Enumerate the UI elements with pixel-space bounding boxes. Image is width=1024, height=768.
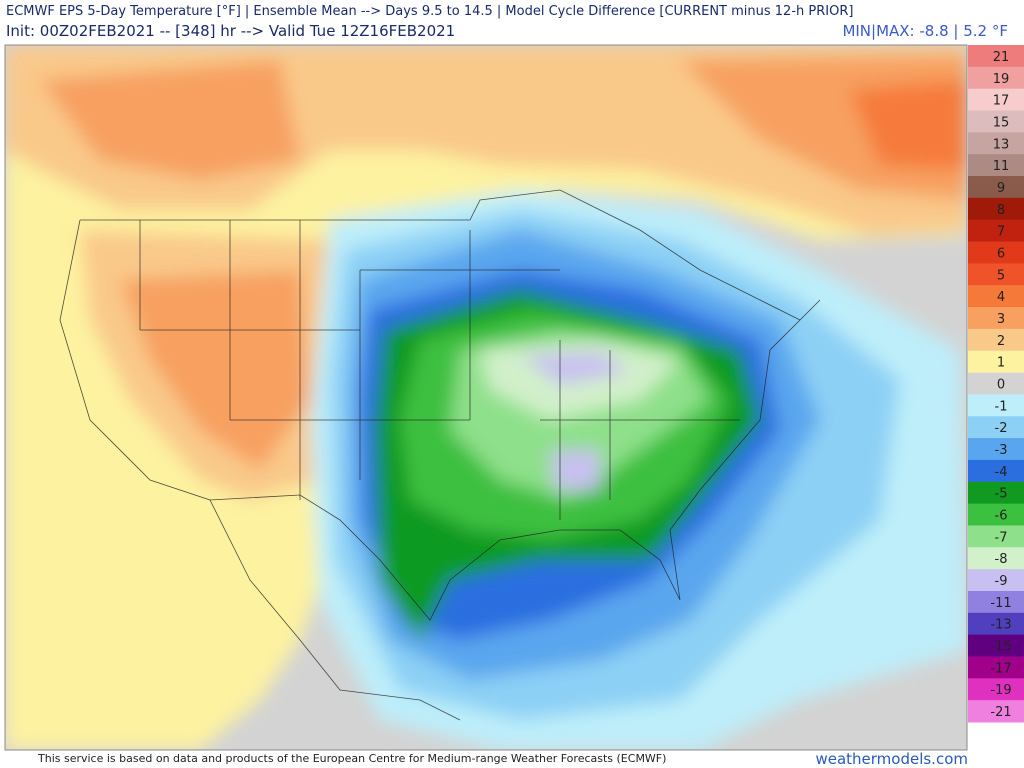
colorbar-label: 19 [993,72,1010,87]
subtitle: Init: 00Z02FEB2021 -- [348] hr --> Valid… [6,22,456,40]
colorbar-swatch [968,700,1024,723]
colorbar-swatch [968,372,1024,395]
colorbar-swatch [968,612,1024,636]
colorbar-swatch [968,394,1024,417]
map-field [5,45,967,750]
colorbar-swatch [968,132,1024,155]
colorbar-label: 2 [997,334,1005,349]
colorbar-label: 7 [997,225,1005,240]
colorbar-swatch [968,241,1024,264]
colorbar-label: -6 [995,509,1008,524]
credit: This service is based on data and produc… [38,752,667,765]
colorbar-swatch [968,285,1024,308]
colorbar-label: -11 [990,596,1011,611]
colorbar-label: -9 [995,574,1008,589]
colorbar-swatch [968,66,1024,90]
title: ECMWF EPS 5-Day Temperature [°F] | Ensem… [6,4,854,19]
colorbar-label: -21 [990,705,1011,720]
colorbar-label: 21 [993,50,1010,65]
site-link[interactable]: weathermodels.com [815,750,968,768]
colorbar-label: -17 [990,661,1011,676]
colorbar-swatch [968,656,1024,679]
colorbar-label: -15 [990,640,1011,655]
colorbar-swatch [968,416,1024,439]
colorbar-swatch [968,525,1024,548]
colorbar-label: 4 [997,290,1005,305]
colorbar-label: -7 [995,530,1008,545]
colorbar-swatch [968,219,1024,243]
colorbar-swatch [968,45,1024,68]
colorbar-label: 17 [993,94,1010,109]
colorbar-label: -1 [995,399,1008,414]
colorbar-swatch [968,350,1024,374]
colorbar: 2119171513119876543210-1-2-3-4-5-6-7-8-9… [968,45,1024,723]
colorbar-label: 13 [993,137,1010,152]
colorbar-label: 9 [997,181,1005,196]
colorbar-swatch [968,459,1024,483]
colorbar-label: -8 [995,552,1008,567]
min-max: MIN|MAX: -8.8 | 5.2 °F [842,22,1008,40]
colorbar-label: -13 [990,618,1011,633]
colorbar-swatch [968,263,1024,286]
colorbar-swatch [968,634,1024,657]
colorbar-swatch [968,503,1024,526]
colorbar-label: 0 [997,378,1005,393]
colorbar-label: -3 [995,443,1008,458]
colorbar-swatch [968,590,1024,614]
colorbar-swatch [968,547,1024,570]
colorbar-label: 1 [997,356,1005,371]
colorbar-swatch [968,328,1024,352]
colorbar-swatch [968,88,1024,112]
colorbar-swatch [968,438,1024,461]
colorbar-label: 11 [993,159,1010,174]
colorbar-label: 5 [997,268,1005,283]
colorbar-swatch [968,197,1024,221]
colorbar-swatch [968,569,1024,592]
colorbar-label: -4 [995,465,1008,480]
colorbar-label: 8 [997,203,1005,218]
colorbar-swatch [968,481,1024,505]
colorbar-swatch [968,678,1024,701]
colorbar-swatch [968,154,1024,177]
colorbar-label: -19 [990,683,1011,698]
colorbar-label: 6 [997,246,1005,261]
colorbar-label: 3 [997,312,1005,327]
colorbar-label: -5 [995,487,1008,502]
colorbar-label: 15 [993,115,1010,130]
colorbar-swatch [968,176,1024,199]
colorbar-label: -2 [995,421,1008,436]
colorbar-swatch [968,110,1024,133]
colorbar-swatch [968,307,1024,330]
